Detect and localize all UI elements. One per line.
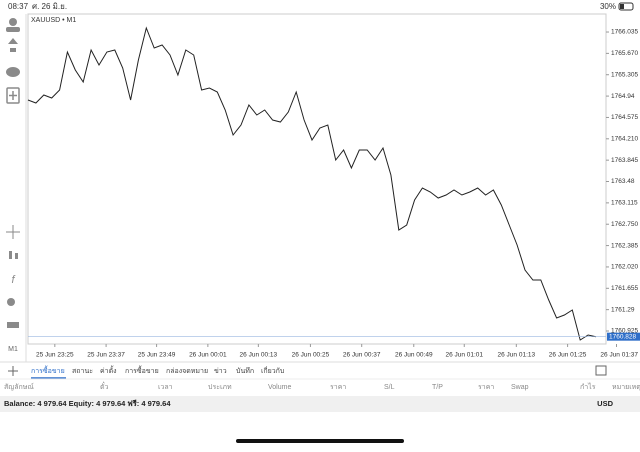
x-tick-label: 26 Jun 00:25	[292, 352, 330, 359]
trade-icon[interactable]	[8, 38, 18, 52]
y-tick-label: 1763.845	[611, 157, 638, 164]
y-tick-label: 1761.29	[611, 306, 635, 313]
x-tick-label: 25 Jun 23:49	[138, 352, 176, 359]
y-tick-label: 1765.670	[611, 50, 638, 57]
battery-level	[620, 4, 624, 9]
tab[interactable]: กล่องจดหมาย	[166, 368, 208, 375]
balance-currency: USD	[597, 399, 613, 408]
home-indicator	[236, 439, 404, 443]
new-order-icon[interactable]	[6, 87, 20, 104]
column-header: สัญลักษณ์	[4, 383, 34, 391]
column-header: S/L	[384, 384, 395, 391]
candle-icon-2	[15, 253, 18, 259]
x-tick-label: 26 Jun 01:37	[600, 352, 638, 359]
plot-frame	[27, 13, 607, 345]
y-tick-label: 1765.305	[611, 71, 638, 78]
objects-icon[interactable]	[7, 298, 15, 306]
column-header: Swap	[511, 384, 529, 391]
x-tick-label: 26 Jun 01:25	[549, 352, 587, 359]
toolbar: f	[6, 18, 20, 328]
account-icon[interactable]	[9, 18, 17, 26]
x-tick-label: 26 Jun 00:49	[395, 352, 433, 359]
column-header: กำไร	[580, 382, 596, 391]
column-header: ราคา	[330, 384, 346, 391]
template-icon[interactable]	[7, 322, 19, 328]
indicator-icon[interactable]: f	[11, 274, 15, 286]
balance-text: Balance: 4 979.64 Equity: 4 979.64 ฟรี: …	[4, 399, 171, 408]
account-icon-body	[6, 27, 20, 32]
tab[interactable]: สถานะ	[72, 368, 93, 375]
x-tick-label: 25 Jun 23:37	[87, 352, 125, 359]
chart-title: XAUUSD • M1	[31, 17, 76, 24]
column-header: หมายเหตุ	[612, 384, 640, 391]
battery-icon	[618, 2, 634, 11]
tab[interactable]: การซื้อขาย	[125, 364, 159, 375]
chat-icon[interactable]	[6, 67, 20, 77]
y-tick-label: 1761.655	[611, 285, 638, 292]
tab[interactable]: เกี่ยวกับ	[261, 366, 284, 375]
chart: 1766.035 1765.670 1765.305 1764.94 1764.575 1…	[27, 26, 640, 359]
timeframe-button[interactable]: M1	[8, 346, 18, 353]
column-header: ราคา	[478, 384, 494, 391]
tab[interactable]: บันทึก	[236, 366, 254, 375]
x-tick-label: 26 Jun 00:01	[189, 352, 227, 359]
current-price-box	[607, 332, 640, 341]
tab[interactable]: ข่าว	[214, 368, 227, 375]
y-tick-label: 1763.48	[611, 178, 635, 185]
current-price-label: 1760.828	[609, 333, 636, 340]
x-tick-label: 26 Jun 01:13	[498, 352, 536, 359]
column-header: เวลา	[158, 384, 173, 391]
x-tick-label: 25 Jun 23:25	[36, 352, 74, 359]
y-tick-label: 1763.115	[611, 200, 638, 207]
status-date: ศ. 26 มิ.ย.	[32, 2, 67, 11]
layout-button[interactable]	[595, 365, 607, 376]
column-header: ประเภท	[208, 384, 232, 391]
y-tick-label: 1764.575	[611, 114, 638, 121]
column-header: ตั๋ว	[100, 382, 109, 391]
x-tick-label: 26 Jun 01:01	[445, 352, 483, 359]
price-line	[27, 26, 597, 341]
y-tick-label: 1766.035	[611, 29, 638, 36]
y-tick-label: 1764.210	[611, 136, 638, 143]
status-time: 08:37	[8, 2, 29, 11]
y-tick-label: 1762.750	[611, 221, 638, 228]
y-tick-label: 1762.385	[611, 242, 638, 249]
status-battery: 30%	[600, 2, 616, 11]
crosshair-icon[interactable]	[6, 225, 20, 239]
y-tick-label: 1760.925	[611, 328, 638, 335]
plus	[9, 91, 17, 100]
tab[interactable]: การซื้อขาย	[31, 364, 65, 375]
tab[interactable]: ค่าตั้ง	[100, 364, 117, 375]
y-tick-label: 1764.94	[611, 93, 635, 100]
y-tick-label: 1762.020	[611, 264, 638, 271]
column-header: Volume	[268, 384, 291, 391]
tabs: การซื้อขาย สถานะ ค่าตั้ง การซื้อขาย กล่องจดห…	[31, 364, 284, 379]
candle-icon[interactable]	[9, 251, 12, 259]
table-header: สัญลักษณ์ ตั๋ว เวลา ประเภท Volume ราคา S/L T/P ร…	[4, 382, 640, 391]
balance-row	[0, 396, 640, 412]
column-header: T/P	[432, 384, 443, 391]
add-button[interactable]	[8, 366, 18, 376]
x-tick-label: 26 Jun 00:13	[240, 352, 278, 359]
x-tick-label: 26 Jun 00:37	[343, 352, 381, 359]
